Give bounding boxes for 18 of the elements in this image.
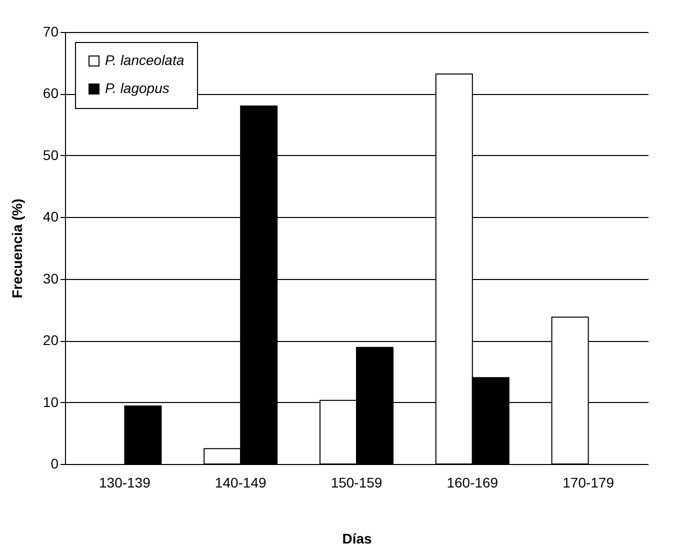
x-axis-title: Días [342, 530, 372, 546]
y-tick-label: 60 [42, 85, 59, 102]
legend-label: P. lagopus [105, 80, 170, 96]
x-tick-label: 150-159 [330, 474, 382, 490]
y-tick-label: 30 [42, 270, 59, 286]
y-tick-label: 10 [42, 394, 59, 410]
y-tick-label: 0 [50, 456, 59, 472]
y-tick-label: 50 [42, 146, 59, 163]
bar [124, 405, 162, 464]
y-tick-label: 40 [42, 208, 59, 225]
y-axis-title: Frecuencia (%) [8, 198, 25, 298]
y-tick-label: 70 [42, 24, 59, 40]
x-tick-label: 140-149 [214, 474, 266, 490]
x-tick-label: 130-139 [98, 474, 151, 490]
x-tick-label: 160-169 [446, 474, 498, 490]
x-tick-label: 170-179 [562, 474, 614, 490]
legend-label: P. lanceolata [105, 52, 184, 68]
y-tick-label: 20 [42, 332, 59, 348]
